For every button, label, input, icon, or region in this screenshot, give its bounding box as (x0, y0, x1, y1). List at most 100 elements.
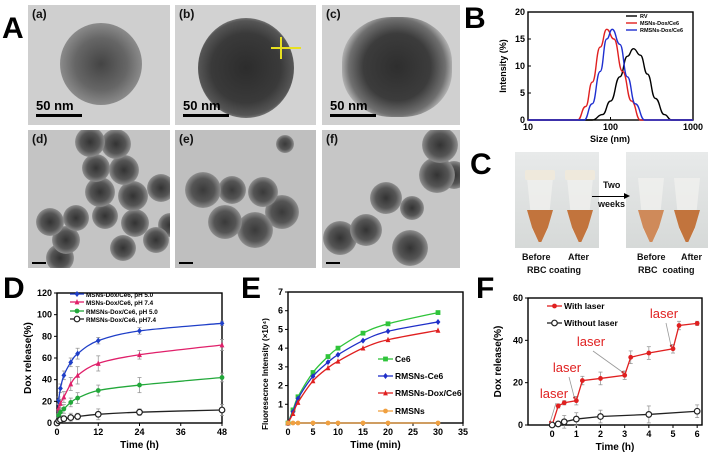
image-label: (d) (32, 132, 48, 146)
data-point (435, 318, 441, 325)
y-tick-label: 40 (513, 335, 523, 345)
x-tick-label: 20 (383, 427, 393, 437)
label-after-right: After (681, 252, 703, 262)
data-point (137, 382, 142, 388)
legend-marker (551, 319, 558, 327)
data-point (290, 410, 296, 417)
legend-marker (383, 408, 388, 414)
legend-label: Ce6 (395, 354, 411, 364)
y-tick-label: 4 (278, 343, 283, 353)
data-point (61, 372, 67, 379)
data-point (325, 354, 331, 359)
arrow-text-two: Two (603, 180, 621, 190)
label-before-left: Before (522, 252, 551, 262)
x-tick-label: 0 (285, 427, 290, 437)
x-tick-label: 12 (93, 427, 103, 437)
image-label: (e) (179, 132, 194, 146)
panel-label-f: F (476, 272, 495, 305)
x-tick-label: 36 (176, 427, 186, 437)
data-point (295, 395, 301, 402)
laser-arrow-head-icon (621, 371, 624, 374)
data-point (693, 407, 701, 415)
image-label: (c) (326, 7, 341, 21)
y-tick-label: 20 (42, 396, 52, 406)
image-label: (b) (179, 7, 195, 21)
data-point (95, 360, 101, 366)
x-tick-label: 1000 (683, 122, 703, 132)
y-tick-label: 100 (37, 310, 52, 320)
nanoparticle (208, 205, 242, 239)
data-point (628, 354, 634, 360)
y-axis-label: Dox release(%) (23, 322, 34, 394)
nanoparticle (248, 177, 278, 207)
nanoparticle (419, 157, 455, 193)
data-point (554, 420, 562, 428)
series-line-0 (56, 322, 223, 424)
nanoparticle (101, 130, 131, 159)
data-point (137, 327, 142, 334)
data-point (310, 420, 316, 426)
y-tick-label: 10 (515, 61, 525, 71)
data-point (67, 414, 75, 421)
nanoparticle (350, 214, 382, 246)
y-tick-label: 120 (37, 288, 52, 298)
tube-before (638, 170, 664, 242)
data-point (560, 418, 568, 426)
image-label: (f) (326, 132, 338, 146)
nanoparticle (422, 130, 458, 163)
data-point (325, 359, 331, 366)
arrow-text-weeks: weeks (598, 199, 626, 209)
data-point (95, 337, 101, 344)
label-before-right: Before (637, 252, 666, 262)
y-tick-label: 3 (278, 362, 283, 372)
data-point (310, 377, 316, 384)
data-point (335, 420, 341, 426)
data-point (385, 420, 391, 426)
data-point (548, 421, 556, 429)
legend-label: RV (640, 14, 648, 20)
tube-after (565, 170, 595, 242)
data-point (219, 342, 225, 348)
x-tick-label: 35 (458, 427, 468, 437)
data-point (75, 395, 81, 401)
nanoparticle (143, 227, 169, 253)
x-tick-label: 25 (408, 427, 418, 437)
data-point (694, 321, 700, 326)
legend-marker (74, 308, 80, 314)
x-tick-label: 2 (598, 429, 603, 439)
x-axis-label: Time (h) (596, 442, 635, 453)
nanoparticle (400, 196, 424, 220)
tube-before (525, 170, 555, 242)
y-tick-label: 15 (515, 34, 525, 44)
data-point (58, 385, 63, 392)
legend-label: MSNs-Dox/Ce6, pH 7.4 (86, 300, 154, 307)
data-point (360, 420, 366, 426)
data-point (360, 345, 366, 351)
legend-label: MSNs-Dox/Ce6, pH 5.0 (86, 292, 154, 299)
photo-after-two-weeks (626, 152, 708, 248)
laser-arrow-icon (665, 322, 672, 346)
legend-label: With laser (564, 301, 605, 311)
scale-bar: 50 nm (36, 98, 82, 117)
data-point (310, 373, 316, 380)
data-point (61, 406, 67, 412)
data-point (597, 413, 604, 420)
legend-marker (74, 291, 80, 297)
data-point (290, 420, 296, 426)
data-point (645, 411, 653, 418)
scale-bar (179, 262, 193, 264)
series-line-1 (528, 28, 693, 121)
data-point (325, 364, 331, 371)
data-point (435, 327, 441, 333)
y-tick-label: 60 (513, 293, 523, 303)
nanoparticle (370, 182, 402, 214)
panel-label-b: B (464, 2, 486, 35)
x-tick-label: 48 (217, 427, 227, 437)
legend-marker (552, 303, 557, 309)
laser-arrow-icon (592, 350, 623, 373)
data-point (218, 406, 226, 414)
scale-bar: 50 nm (183, 98, 229, 117)
tem-image-a: (a) 50 nm (28, 5, 170, 125)
nanoparticle (185, 172, 221, 208)
data-point (676, 323, 682, 328)
